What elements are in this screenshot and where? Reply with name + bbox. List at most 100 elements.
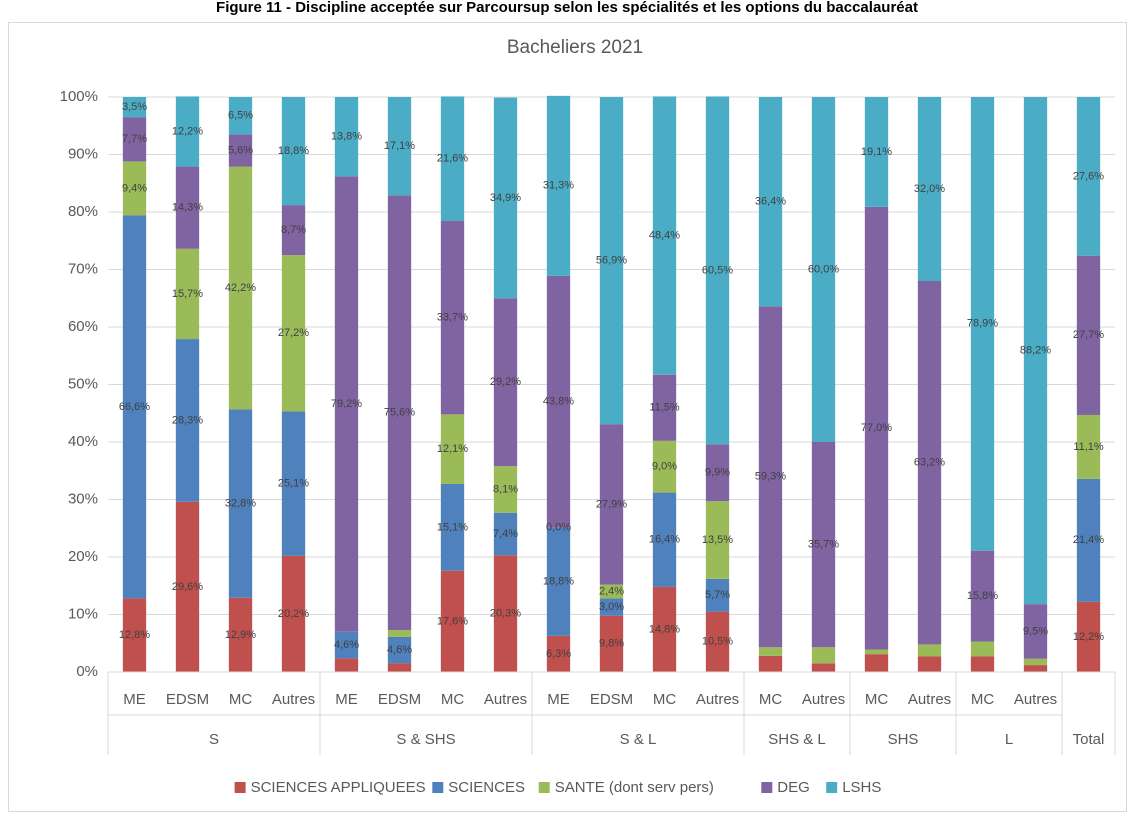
bar-segment: [705, 444, 730, 502]
data-label: 4,6%: [387, 644, 412, 656]
legend-label: DEG: [777, 779, 810, 796]
data-label: 10,5%: [702, 636, 733, 648]
data-label: 8,7%: [281, 224, 306, 236]
bar-segment: [493, 97, 518, 299]
legend-swatch: [432, 782, 444, 793]
data-label: 9,5%: [1023, 625, 1048, 637]
data-label: 14,8%: [649, 623, 680, 635]
bar-segment: [228, 409, 253, 598]
bar-segment: [440, 220, 465, 415]
group-label: S & L: [620, 731, 657, 748]
bar-segment: [387, 195, 412, 631]
x-tick-label: ME: [335, 691, 358, 708]
data-label: 60,5%: [702, 264, 733, 276]
data-label: 7,7%: [122, 133, 147, 145]
bar-segment: [175, 96, 200, 167]
bar-segment: [122, 97, 147, 118]
bar-segment: [546, 275, 571, 528]
bar-segment: [122, 117, 147, 162]
data-label: 29,2%: [490, 376, 521, 388]
bar-segment: [811, 647, 836, 664]
bar-segment: [281, 411, 306, 556]
data-label: 36,4%: [755, 196, 786, 208]
legend-swatch: [826, 782, 838, 793]
data-label: 15,8%: [967, 590, 998, 602]
bar-segment: [864, 654, 889, 672]
bar-segment: [387, 636, 412, 664]
bar-segment: [387, 97, 412, 196]
data-label: 42,2%: [225, 282, 256, 294]
bar-segment: [175, 501, 200, 672]
group-label: Total: [1073, 731, 1105, 748]
bar-segment: [440, 96, 465, 221]
data-label: 19,1%: [861, 146, 892, 158]
bar-segment: [970, 550, 995, 642]
bar-segment: [652, 440, 677, 493]
x-tick-label: MC: [441, 691, 464, 708]
data-label: 3,5%: [122, 101, 147, 113]
bar-segment: [440, 570, 465, 672]
bar-segment: [652, 374, 677, 441]
figure-header: Figure 11 - Discipline acceptée sur Parc…: [216, 0, 918, 16]
data-label: 16,4%: [649, 534, 680, 546]
bar-segment: [652, 492, 677, 587]
bar-segment: [705, 501, 730, 579]
bar-segment: [917, 644, 942, 657]
data-label: 35,7%: [808, 539, 839, 551]
data-label: 78,9%: [967, 318, 998, 330]
bar-segment: [652, 96, 677, 375]
data-label: 17,1%: [384, 140, 415, 152]
data-label: 12,8%: [119, 629, 150, 641]
data-label: 18,8%: [278, 145, 309, 157]
bar-segment: [599, 424, 624, 585]
data-label: 27,9%: [596, 498, 627, 510]
bar-segment: [599, 584, 624, 599]
data-label: 27,6%: [1073, 170, 1104, 182]
bar-segment: [1023, 665, 1048, 672]
data-label: 15,7%: [172, 288, 203, 300]
bar-segment: [1076, 478, 1101, 602]
x-tick-label: Autres: [908, 691, 951, 708]
data-label: 9,8%: [599, 638, 624, 650]
bar-segment: [811, 97, 836, 442]
bar-segment: [546, 527, 571, 636]
bar-segment: [440, 483, 465, 571]
y-tick-label: 0%: [76, 663, 98, 680]
chart-title: Bacheliers 2021: [507, 37, 643, 58]
data-label: 77,0%: [861, 422, 892, 434]
group-label: S: [209, 731, 219, 748]
data-label: 13,5%: [702, 534, 733, 546]
data-label: 56,9%: [596, 254, 627, 266]
bar-segment: [175, 248, 200, 340]
y-tick-label: 30%: [68, 490, 98, 507]
data-label: 15,1%: [437, 521, 468, 533]
bar-segment: [281, 255, 306, 412]
data-label: 88,2%: [1020, 344, 1051, 356]
data-label: 60,0%: [808, 263, 839, 275]
bar-segment: [493, 298, 518, 467]
bar-segment: [864, 649, 889, 655]
legend-label: SCIENCES: [448, 779, 525, 796]
group-label: SHS & L: [768, 731, 826, 748]
x-tick-label: EDSM: [166, 691, 209, 708]
bar-segment: [758, 655, 783, 672]
bar-segment: [228, 97, 253, 135]
legend-swatch: [761, 782, 773, 793]
data-label: 0,0%: [546, 522, 571, 534]
legend-swatch: [538, 782, 550, 793]
data-label: 29,6%: [172, 581, 203, 593]
y-tick-label: 100%: [60, 88, 98, 105]
bar-segment: [228, 134, 253, 167]
bar-segment: [281, 205, 306, 256]
bar-segment: [1023, 604, 1048, 659]
bar-segment: [705, 96, 730, 445]
bar-segment: [387, 663, 412, 672]
x-tick-label: Autres: [1014, 691, 1057, 708]
x-tick-label: MC: [759, 691, 782, 708]
group-label: SHS: [888, 731, 919, 748]
data-label: 11,1%: [1073, 441, 1104, 453]
data-label: 48,4%: [649, 229, 680, 241]
bar-segment: [599, 598, 624, 616]
bar-segment: [1023, 658, 1048, 666]
bar-segment: [440, 414, 465, 484]
